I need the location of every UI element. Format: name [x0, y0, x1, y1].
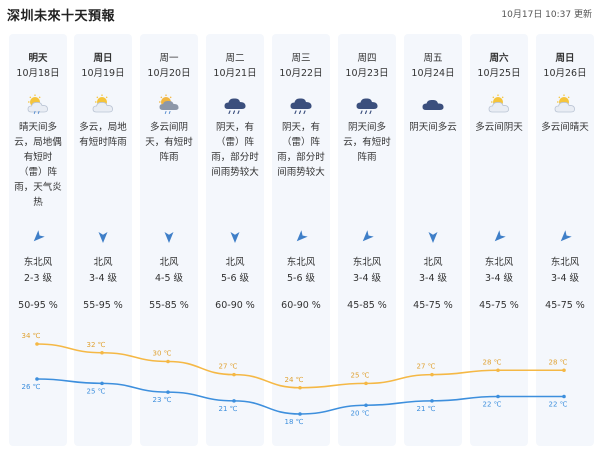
- humidity-range: 45-75 %: [413, 300, 453, 311]
- rain-cloud-icon: [290, 98, 312, 114]
- wind-direction: 东北风: [550, 257, 580, 268]
- wind-level: 5-6 级: [286, 273, 316, 284]
- wind-direction-arrow-icon: [33, 230, 45, 242]
- day-name: 周五: [423, 53, 443, 64]
- header: 深圳未來十天預報 10月17日 10:37 更新: [0, 0, 600, 28]
- update-timestamp: 10月17日 10:37 更新: [501, 10, 592, 20]
- weather-description: 晴天间多云，局地偶有短时（雷）阵雨，天气炎热: [14, 122, 62, 208]
- wind-direction-arrow-icon: [98, 232, 108, 243]
- wind-direction-arrow-icon: [296, 230, 308, 242]
- wind-direction: 北风: [423, 257, 443, 268]
- wind-level: 3-4 级: [484, 273, 514, 284]
- day-date: 10月23日: [345, 68, 389, 79]
- weather-description: 多云间阴天: [475, 122, 523, 133]
- day-date: 10月24日: [411, 68, 455, 79]
- humidity-range: 45-75 %: [545, 300, 585, 311]
- wind-direction-arrow-icon: [560, 230, 572, 242]
- humidity-range: 55-95 %: [83, 300, 123, 311]
- day-name: 周日: [93, 53, 113, 64]
- forecast-day-column: 周一 10月20日多云间阴天，有短时阵雨北风 4-5 级 55-85 %: [140, 34, 198, 446]
- day-date: 10月19日: [81, 68, 125, 79]
- weather-description: 多云间晴天: [541, 122, 589, 133]
- weather-description: 阴天，有（雷）阵雨，部分时间雨势较大: [211, 122, 259, 178]
- partly-sunny-icon: [554, 94, 575, 113]
- humidity-range: 60-90 %: [215, 300, 255, 311]
- humidity-range: 60-90 %: [281, 300, 321, 311]
- rain-cloud-icon: [356, 98, 378, 114]
- forecast-day-column: 周五 10月24日 阴天间多云北风 3-4 级 45-75 %: [404, 34, 462, 446]
- wind-direction: 东北风: [484, 257, 514, 268]
- day-date: 10月22日: [279, 68, 323, 79]
- day-name: 周二: [225, 53, 245, 64]
- forecast-day-column: 明天 10月18日晴天间多云，局地偶有短时（雷）阵雨，天气炎热东北风 2-3 级 50…: [9, 34, 67, 446]
- wind-direction-arrow-icon: [362, 230, 374, 242]
- rain-cloud-icon: [224, 98, 246, 114]
- day-name: 周四: [357, 53, 377, 64]
- weather-description: 阴天间多云，有短时阵雨: [343, 122, 391, 163]
- day-name: 周三: [291, 53, 311, 64]
- wind-direction: 北风: [93, 257, 113, 268]
- forecast-day-column: 周六 10月25日 多云间阴天东北风 3-4 级 45-75 %: [470, 34, 528, 446]
- weather-description: 阴天，有（雷）阵雨，部分时间雨势较大: [277, 122, 325, 178]
- partly-sunny-icon: [488, 94, 509, 113]
- wind-direction-arrow-icon: [428, 232, 438, 243]
- forecast-day-column: 周三 10月22日阴天，有（雷）阵雨，部分时间雨势较大东北风 5-6 级 60-90 …: [272, 34, 330, 446]
- day-date: 10月20日: [147, 68, 191, 79]
- humidity-range: 45-85 %: [347, 300, 387, 311]
- wind-direction: 东北风: [352, 257, 382, 268]
- wind-level: 3-4 级: [550, 273, 580, 284]
- forecast-day-column: 周四 10月23日阴天间多云，有短时阵雨东北风 3-4 级 45-85 %: [338, 34, 396, 446]
- wind-direction: 东北风: [286, 257, 316, 268]
- wind-level: 4-5 级: [154, 273, 184, 284]
- weather-description: 多云，局地有短时阵雨: [79, 122, 127, 148]
- wind-direction-arrow-icon: [230, 232, 240, 243]
- wind-level: 3-4 级: [352, 273, 382, 284]
- wind-level: 5-6 级: [220, 273, 250, 284]
- day-name: 周六: [489, 53, 509, 64]
- wind-direction: 东北风: [23, 257, 53, 268]
- partly-cloudy-icon: [92, 94, 113, 113]
- wind-level: 3-4 级: [88, 273, 118, 284]
- weather-description: 阴天间多云: [409, 122, 457, 133]
- partly-sunny-rain-icon: [27, 94, 48, 114]
- overcast-icon: [422, 99, 444, 110]
- forecast-day-column: 周二 10月21日阴天，有（雷）阵雨，部分时间雨势较大北风 5-6 级 60-90 %: [206, 34, 264, 446]
- humidity-range: 45-75 %: [479, 300, 519, 311]
- wind-direction: 北风: [159, 257, 179, 268]
- wind-direction-arrow-icon: [494, 230, 506, 242]
- humidity-range: 55-85 %: [149, 300, 189, 311]
- forecast-columns: 明天 10月18日晴天间多云，局地偶有短时（雷）阵雨，天气炎热东北风 2-3 级 50…: [0, 34, 600, 446]
- wind-level: 3-4 级: [418, 273, 448, 284]
- day-name: 周一: [159, 53, 179, 64]
- forecast-day-column: 周日 10月26日 多云间晴天东北风 3-4 级 45-75 %: [536, 34, 594, 446]
- page-title: 深圳未來十天預報: [7, 9, 116, 24]
- wind-direction: 北风: [225, 257, 245, 268]
- forecast-day-column: 周日 10月19日多云，局地有短时阵雨北风 3-4 级 55-95 %: [74, 34, 132, 446]
- weather-description: 多云间阴天，有短时阵雨: [145, 122, 193, 163]
- partly-cloudy-rain-icon: [159, 94, 179, 114]
- day-name: 明天: [28, 53, 48, 64]
- day-date: 10月21日: [213, 68, 257, 79]
- day-name: 周日: [555, 53, 575, 64]
- day-date: 10月25日: [477, 68, 521, 79]
- humidity-range: 50-95 %: [18, 300, 58, 311]
- wind-level: 2-3 级: [23, 273, 53, 284]
- wind-direction-arrow-icon: [164, 232, 174, 243]
- day-date: 10月26日: [543, 68, 587, 79]
- day-date: 10月18日: [16, 68, 60, 79]
